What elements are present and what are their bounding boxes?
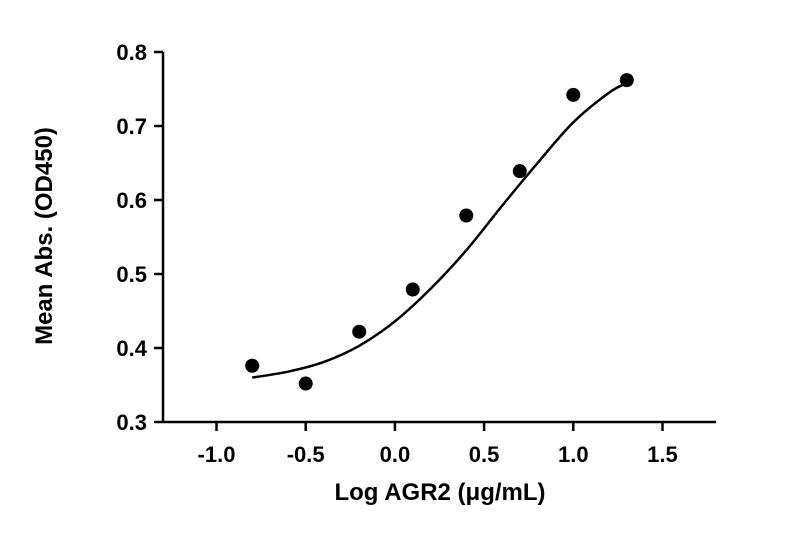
y-tick-label: 0.8: [116, 40, 147, 65]
data-point: [352, 324, 367, 339]
x-tick-label: 1.0: [558, 442, 589, 467]
data-points-layer: [245, 73, 634, 391]
x-tick-label: -1.0: [198, 442, 236, 467]
data-point: [512, 164, 527, 179]
x-axis-title: Log AGR2 (μg/mL): [334, 479, 545, 506]
y-axis-title: Mean Abs. (OD450): [31, 127, 58, 345]
y-tick-label: 0.7: [116, 114, 147, 139]
data-point: [566, 87, 581, 102]
y-tick-label: 0.5: [116, 262, 147, 287]
fit-curve-layer: [251, 81, 628, 379]
data-point: [405, 282, 420, 297]
fit-curve: [251, 81, 628, 379]
data-point: [459, 208, 474, 223]
y-tick-label: 0.3: [116, 410, 147, 435]
x-tick-label: 1.5: [647, 442, 678, 467]
x-tick-label: 0.5: [469, 442, 500, 467]
y-tick-label: 0.4: [116, 336, 147, 361]
data-point: [245, 358, 260, 373]
data-point: [298, 376, 313, 391]
axes: 0.3 0.4 0.5 0.6 0.7 0.8 -1.0 -0.5 0.0 0.5 1.0 1.5: [116, 40, 716, 467]
y-tick-label: 0.6: [116, 188, 147, 213]
x-tick-label: -0.5: [287, 442, 325, 467]
x-tick-label: 0.0: [380, 442, 411, 467]
data-point: [619, 73, 634, 88]
